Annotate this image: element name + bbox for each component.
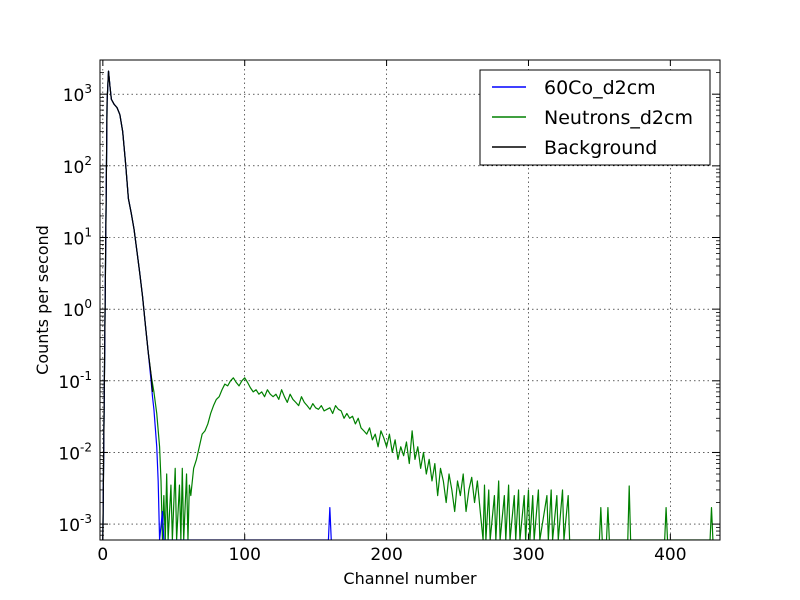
y-tick-label: 10-2 <box>58 440 92 464</box>
y-axis-label: Counts per second <box>33 225 52 375</box>
y-tick-label: 102 <box>63 154 92 178</box>
x-tick-label: 400 <box>654 545 686 565</box>
y-tick-base: 10 <box>58 444 80 464</box>
y-tick-exponent: -1 <box>80 369 92 383</box>
y-tick-label: 10-3 <box>58 512 92 536</box>
x-tick-label: 100 <box>228 545 260 565</box>
y-tick-exponent: 2 <box>84 154 92 168</box>
y-tick-base: 10 <box>58 373 80 393</box>
legend-entry-label: 60Co_d2cm <box>544 77 656 99</box>
x-tick-labels: 0 100 200 300 400 <box>97 545 686 565</box>
series-line-Neutrons_d2cm <box>102 70 714 540</box>
series-line-Background <box>102 70 154 540</box>
y-tick-base: 10 <box>63 301 85 321</box>
x-tick-label: 200 <box>370 545 402 565</box>
y-tick-base: 10 <box>63 158 85 178</box>
y-tick-label: 10-1 <box>58 369 92 393</box>
x-tick-label: 0 <box>97 545 108 565</box>
legend: 60Co_d2cm Neutrons_d2cm Background <box>479 69 711 166</box>
x-axis-label: Channel number <box>343 569 477 588</box>
y-tick-exponent: 1 <box>84 225 92 239</box>
legend-entry-label: Neutrons_d2cm <box>544 107 693 129</box>
y-tick-label: 101 <box>63 225 92 249</box>
grid <box>100 60 720 540</box>
axis-ticks <box>100 59 720 541</box>
y-tick-exponent: 0 <box>84 297 92 311</box>
y-tick-exponent: -2 <box>80 440 92 454</box>
y-tick-exponent: 3 <box>84 82 92 96</box>
x-tick-label: 300 <box>512 545 544 565</box>
y-tick-base: 10 <box>63 86 85 106</box>
plot-frame <box>99 59 721 541</box>
y-tick-label: 100 <box>63 297 92 321</box>
y-tick-label: 103 <box>63 82 92 106</box>
y-tick-base: 10 <box>63 229 85 249</box>
y-tick-base: 10 <box>58 516 80 536</box>
series-layer <box>102 70 714 540</box>
legend-entry-label: Background <box>544 137 657 159</box>
y-tick-exponent: -3 <box>80 512 92 526</box>
